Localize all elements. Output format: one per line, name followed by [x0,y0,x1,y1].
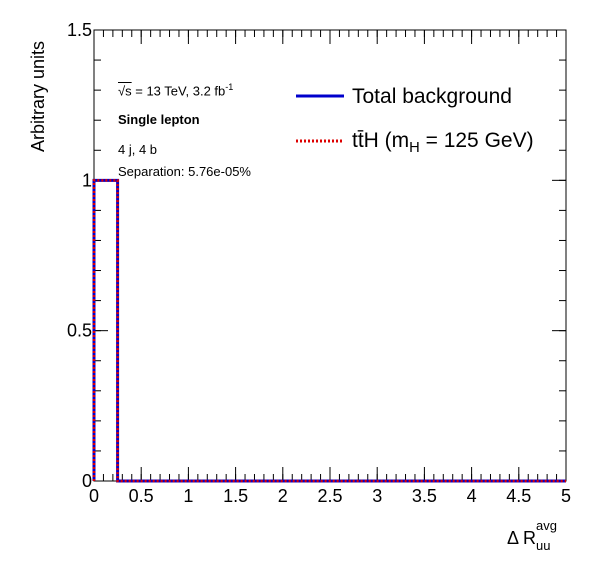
x-tick-label: 3 [372,486,382,506]
x-tick-label: 2.5 [317,486,342,506]
x-tick-label: 0.5 [129,486,154,506]
energy-annotation: √s = 13 TeV, 3.2 fb-1 [118,82,234,99]
y-axis-title: Arbitrary units [28,40,48,152]
y-tick-label: 1.5 [67,20,92,40]
x-tick-label: 1.5 [223,486,248,506]
channel-annotation: Single lepton [118,112,200,127]
x-tick-label: 1 [183,486,193,506]
legend-entry-background: Total background [352,85,512,108]
region-annotation: 4 j, 4 b [118,142,158,157]
y-tick-label: 0 [82,471,92,491]
series-tth-signal [92,179,566,483]
y-tick-label: 1 [82,170,92,190]
x-tick-label: 3.5 [412,486,437,506]
x-tick-label: 0 [89,486,99,506]
legend-lines [296,94,344,143]
x-tick-label: 4.5 [506,486,531,506]
y-tick-label: 0.5 [67,321,92,341]
series-group [92,178,566,483]
tick-labels: 0 0.5 1 1.5 2 2.5 3 3.5 4 4.5 5 0 0.5 1 1.5 [67,20,571,506]
x-tick-label: 5 [561,486,571,506]
x-tick-label: 4 [467,486,477,506]
separation-annotation: Separation: 5.76e-05% [118,164,251,179]
legend-entry-signal: tt̄H (mH = 125 GeV) [352,129,534,157]
x-tick-label: 2 [278,486,288,506]
series-total-background [92,178,566,483]
